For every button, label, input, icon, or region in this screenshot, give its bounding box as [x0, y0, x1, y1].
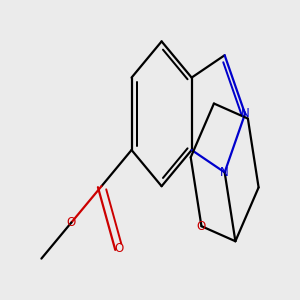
Text: N: N — [241, 107, 249, 120]
Text: O: O — [67, 216, 76, 229]
Text: O: O — [114, 242, 124, 255]
Text: O: O — [197, 220, 206, 233]
Text: N: N — [220, 166, 229, 179]
